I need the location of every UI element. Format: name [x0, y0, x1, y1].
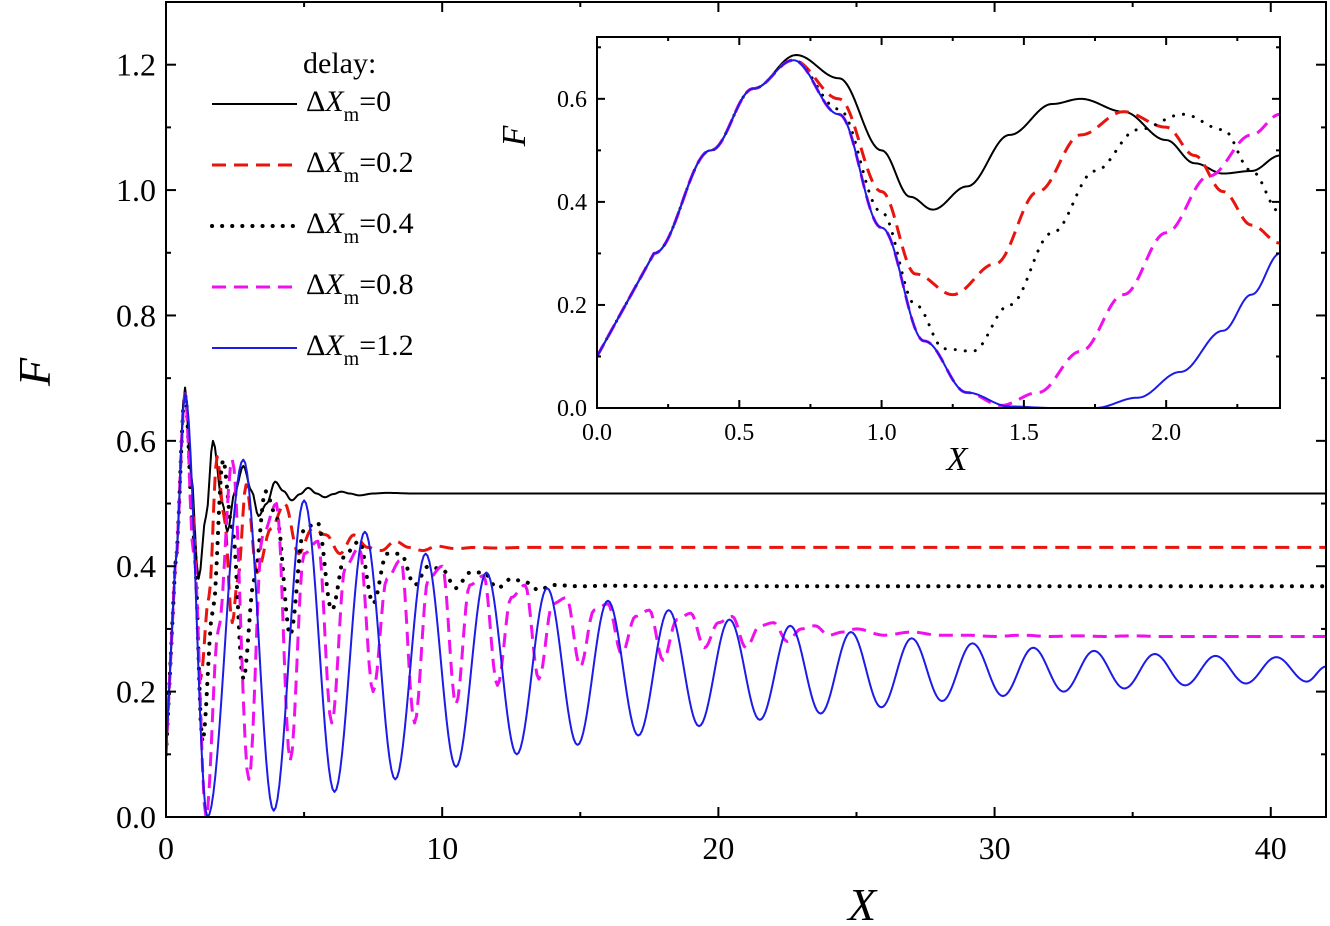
inset-plot: 0.0 0.5 1.0 1.5 2.0 0.0 0.2 0.4 0.6 X F	[496, 36, 1281, 478]
legend-label: ΔXm=0	[306, 85, 391, 126]
main-series-line-delay-0_4	[166, 391, 1326, 757]
legend-label: ΔXm=0.2	[306, 146, 414, 187]
inset-series-line-delay-0_2	[597, 58, 1280, 358]
inset-series-line-delay-1_2	[597, 59, 1280, 408]
legend: delay: ΔXm=0 ΔXm=0.2 ΔXm=0.4 ΔXm=0.8 ΔXm=1.2	[210, 47, 414, 370]
main-y-tick-labels: 0.0 0.2 0.4 0.6 0.8 1.0 1.2	[116, 47, 156, 835]
main-plot-frame	[165, 1, 1327, 818]
inset-y-axis-title: F	[496, 124, 533, 147]
main-y-tick-label: 1.0	[116, 172, 156, 208]
main-x-tick-labels: 0 10 20 30 40	[158, 830, 1287, 866]
main-y-tick-label: 0.4	[116, 548, 156, 584]
inset-plot-frame	[596, 36, 1281, 409]
inset-series-group	[597, 54, 1280, 408]
inset-y-tick-label: 0.0	[557, 396, 587, 422]
main-series-group	[166, 386, 1326, 817]
inset-x-tick-labels: 0.0 0.5 1.0 1.5 2.0	[582, 420, 1181, 446]
inset-x-axis-title: X	[945, 441, 969, 478]
main-x-tick-label: 20	[702, 830, 734, 866]
inset-ticks	[596, 37, 1280, 409]
main-y-tick-label: 0.2	[116, 674, 156, 710]
legend-label: ΔXm=0.4	[306, 207, 414, 248]
legend-title: delay:	[303, 47, 376, 80]
inset-y-tick-label: 0.2	[557, 293, 587, 319]
main-y-tick-label: 0.0	[116, 799, 156, 835]
main-series-line-delay-0_8	[166, 392, 1326, 817]
inset-x-tick-label: 1.0	[867, 420, 897, 446]
main-x-tick-label: 0	[158, 830, 174, 866]
inset-y-tick-labels: 0.0 0.2 0.4 0.6	[557, 87, 587, 422]
inset-x-tick-label: 0.5	[724, 420, 754, 446]
legend-entry: ΔXm=0	[212, 85, 391, 126]
legend-label: ΔXm=0.8	[306, 268, 414, 309]
main-x-tick-label: 10	[426, 830, 458, 866]
main-series-line-delay-1_2	[166, 392, 1326, 817]
legend-entry: ΔXm=0.8	[212, 268, 414, 309]
main-x-tick-label: 40	[1255, 830, 1287, 866]
main-y-axis-title: F	[9, 357, 60, 387]
inset-x-tick-label: 0.0	[582, 420, 612, 446]
legend-entry: ΔXm=0.2	[212, 146, 414, 187]
inset-y-tick-label: 0.6	[557, 87, 587, 113]
inset-x-tick-label: 1.5	[1009, 420, 1039, 446]
inset-background	[597, 37, 1280, 408]
main-ticks	[165, 1, 1326, 818]
main-y-tick-label: 0.6	[116, 423, 156, 459]
main-series-line-delay-0	[166, 386, 1326, 755]
main-series-line-delay-0_2	[166, 392, 1326, 755]
inset-y-tick-label: 0.4	[557, 190, 587, 216]
main-plot: 0 10 20 30 40 0.0 0.2 0.4 0.6 0.8 1.0 1.2 X F	[9, 1, 1327, 926]
legend-entry: ΔXm=1.2	[212, 329, 414, 370]
main-x-axis-title: X	[846, 879, 878, 926]
legend-label: ΔXm=1.2	[306, 329, 414, 370]
inset-x-tick-label: 2.0	[1151, 420, 1181, 446]
main-y-tick-label: 1.2	[116, 47, 156, 83]
main-y-tick-label: 0.8	[116, 297, 156, 333]
legend-entry: ΔXm=0.4	[210, 207, 414, 248]
main-x-tick-label: 30	[979, 830, 1011, 866]
